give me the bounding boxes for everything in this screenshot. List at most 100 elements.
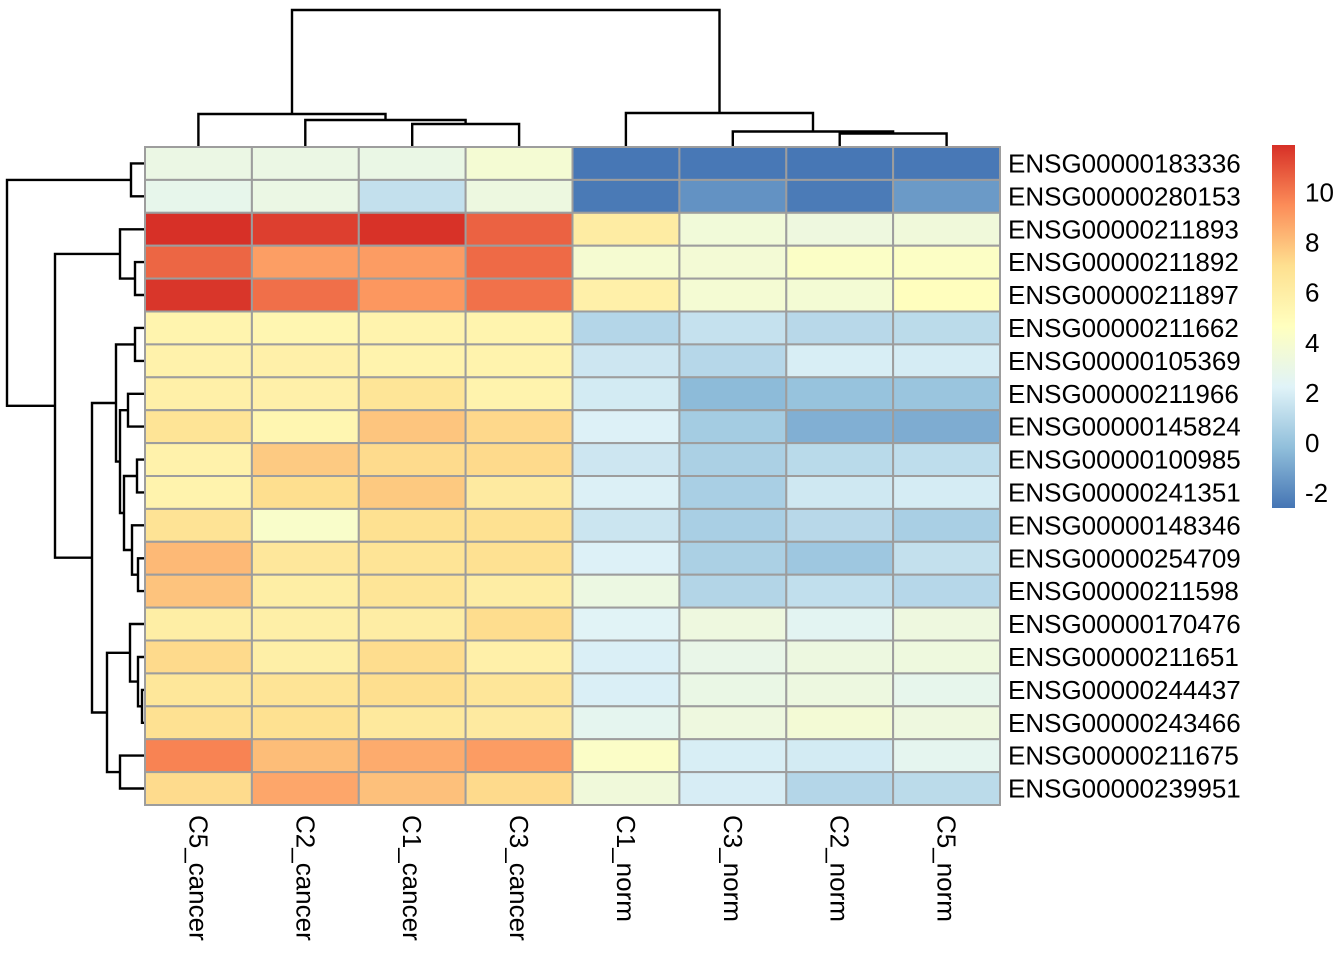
heatmap-cell	[250, 310, 360, 346]
heatmap-cell	[892, 178, 1001, 214]
heatmap-cell	[678, 475, 788, 510]
row-label: ENSG00000243466	[1008, 708, 1241, 738]
heatmap-cell	[571, 771, 681, 806]
heatmap-cell	[357, 639, 467, 675]
heatmap-cell	[571, 639, 681, 675]
heatmap-cell	[144, 639, 253, 675]
heatmap-cell	[785, 738, 895, 774]
heatmap-cell	[144, 244, 253, 280]
heatmap-cell	[250, 442, 360, 478]
heatmap-cell	[892, 277, 1001, 313]
row-label: ENSG00000183336	[1008, 148, 1241, 178]
column-label: C1_norm	[611, 815, 641, 922]
row-label: ENSG00000254709	[1008, 543, 1241, 573]
heatmap-cell	[464, 771, 574, 806]
heatmap-cell	[464, 540, 574, 576]
heatmap-cell	[250, 244, 360, 280]
row-dendrogram	[5, 162, 147, 790]
legend-tick-label: 0	[1305, 428, 1319, 458]
heatmap-cell	[250, 475, 360, 510]
heatmap-cell	[144, 409, 253, 445]
heatmap-cell	[250, 771, 360, 806]
heatmap-cell	[678, 507, 788, 543]
heatmap-cell	[250, 178, 360, 214]
heatmap-cell	[357, 672, 467, 708]
heatmap-cell	[785, 146, 895, 181]
heatmap-cell	[678, 738, 788, 774]
color-legend: 10 8 6 4 2 0 -2	[1272, 145, 1334, 508]
heatmap-cell	[785, 507, 895, 543]
heatmap-cell	[678, 606, 788, 642]
heatmap-cell	[785, 409, 895, 445]
heatmap-cell	[144, 573, 253, 609]
heatmap-cell	[144, 277, 253, 313]
heatmap-cell	[892, 705, 1001, 741]
legend-tick-label: 2	[1305, 378, 1319, 408]
row-label: ENSG00000170476	[1008, 609, 1241, 639]
row-label: ENSG00000148346	[1008, 510, 1241, 540]
heatmap-cell	[357, 343, 467, 379]
heatmap-cell	[571, 442, 681, 478]
heatmap-cell	[678, 376, 788, 412]
heatmap-cell	[357, 310, 467, 346]
heatmap-cell	[678, 244, 788, 280]
heatmap-cell	[144, 178, 253, 214]
heatmap-cell	[785, 310, 895, 346]
heatmap-cell	[144, 606, 253, 642]
heatmap-cell	[678, 639, 788, 675]
heatmap-cell	[464, 277, 574, 313]
heatmap-cell	[571, 738, 681, 774]
row-label: ENSG00000211892	[1008, 247, 1239, 277]
heatmap-cell	[678, 343, 788, 379]
column-label: C5_cancer	[183, 815, 213, 941]
row-label: ENSG00000211598	[1008, 576, 1239, 606]
heatmap-cell	[785, 178, 895, 214]
heatmap-cell	[250, 639, 360, 675]
heatmap-cell	[678, 310, 788, 346]
heatmap-cell	[144, 146, 253, 181]
heatmap-cell	[785, 573, 895, 609]
heatmap-cell	[357, 771, 467, 806]
row-label: ENSG00000211897	[1008, 280, 1239, 310]
heatmap-cell	[678, 277, 788, 313]
heatmap-cell	[144, 475, 253, 510]
heatmap-cell	[250, 606, 360, 642]
row-label: ENSG00000239951	[1008, 774, 1241, 804]
heatmap-cell	[250, 343, 360, 379]
heatmap-cell	[250, 507, 360, 543]
column-label: C3_cancer	[504, 815, 534, 941]
heatmap-cell	[357, 178, 467, 214]
heatmap-cell	[892, 771, 1001, 806]
heatmap-cell	[357, 277, 467, 313]
heatmap-cell	[464, 606, 574, 642]
heatmap-cell	[464, 475, 574, 510]
heatmap-cell	[892, 573, 1001, 609]
heatmap-cell	[678, 442, 788, 478]
legend-tick-label: 4	[1305, 328, 1319, 358]
heatmap-cell	[892, 540, 1001, 576]
column-label: C3_norm	[718, 815, 748, 922]
heatmap-cell	[678, 211, 788, 247]
heatmap-cell	[357, 376, 467, 412]
heatmap-cell	[144, 738, 253, 774]
heatmap-cell	[464, 639, 574, 675]
row-label: ENSG00000211651	[1008, 642, 1239, 672]
row-dendrogram-path	[5, 162, 147, 790]
heatmap-cell	[892, 606, 1001, 642]
heatmap-cell	[464, 738, 574, 774]
row-label: ENSG00000211966	[1008, 379, 1239, 409]
heatmap-cell	[892, 738, 1001, 774]
heatmap-cell	[892, 376, 1001, 412]
heatmap-cell	[571, 507, 681, 543]
heatmap-cell	[464, 442, 574, 478]
heatmap-cell	[785, 639, 895, 675]
row-label: ENSG00000100985	[1008, 445, 1241, 475]
row-labels: ENSG00000183336ENSG00000280153ENSG000002…	[1008, 148, 1241, 803]
heatmap-cell	[571, 211, 681, 247]
heatmap-cell	[571, 606, 681, 642]
row-label: ENSG00000241351	[1008, 477, 1241, 507]
heatmap-cell	[785, 244, 895, 280]
heatmap-cell	[785, 277, 895, 313]
heatmap-cell	[357, 475, 467, 510]
